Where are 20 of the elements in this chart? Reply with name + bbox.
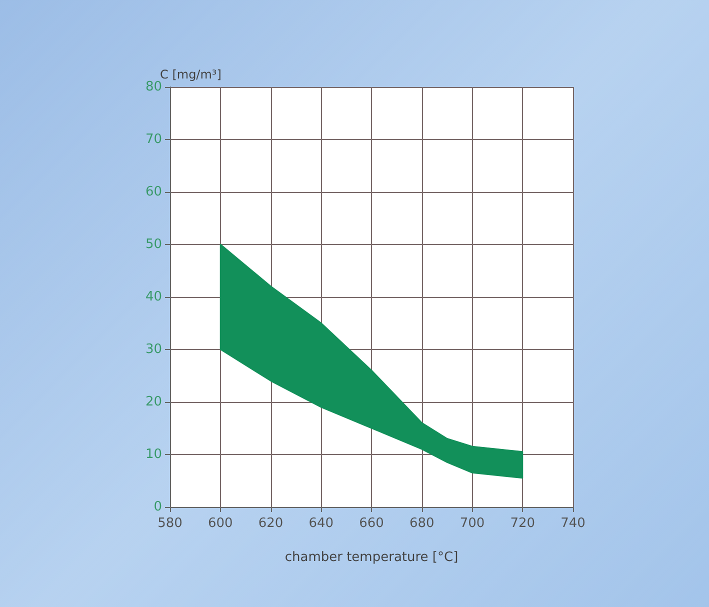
y-tick-label: 0 [154, 500, 162, 514]
y-tick-label: 30 [145, 342, 162, 357]
x-tick-label: 680 [409, 516, 434, 531]
x-tick-label: 740 [560, 516, 586, 531]
x-tick-label: 580 [158, 516, 182, 531]
y-tick-label: 80 [145, 80, 162, 94]
y-tick-label: 20 [145, 394, 162, 410]
y-tick-label: 70 [145, 132, 162, 147]
x-tick-label: 660 [359, 516, 384, 531]
x-tick-label: 720 [510, 516, 536, 531]
y-tick-label: 10 [145, 447, 162, 462]
x-tick-label: 620 [258, 516, 284, 531]
x-tick-label: 700 [460, 516, 485, 531]
x-axis-title: chamber temperature [°C] [284, 550, 458, 565]
y-tick-label: 40 [145, 290, 162, 304]
y-axis-title: C [mg/m³] [160, 68, 222, 82]
x-tick-label: 600 [208, 516, 233, 531]
y-tick-label: 50 [145, 237, 162, 252]
x-tick-label: 640 [308, 516, 334, 531]
y-tick-label: 60 [145, 184, 162, 200]
